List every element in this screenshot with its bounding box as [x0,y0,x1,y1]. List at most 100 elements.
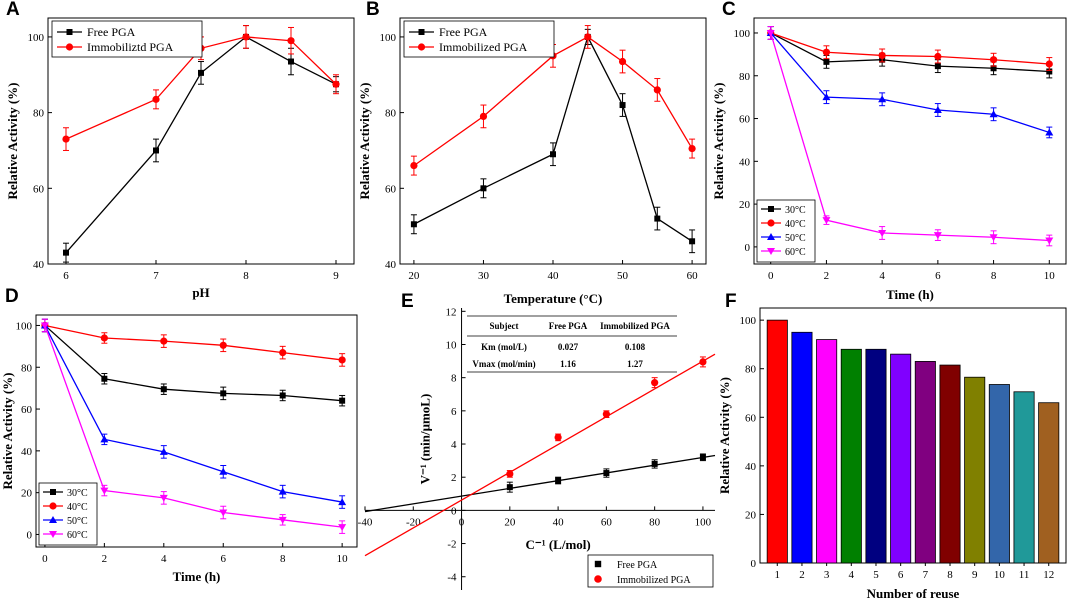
series-50-c [40,318,347,509]
data-point [338,356,346,364]
x-tick-label: 0 [768,270,774,282]
x-tick-label: 4 [161,553,167,565]
bar [988,384,1010,564]
legend-marker [767,233,775,240]
x-tick-label: 12 [1043,569,1054,581]
data-point [160,337,168,345]
data-point [989,234,998,242]
data-point [288,58,294,65]
legend-marker [65,43,74,51]
y-tick-label: 0 [751,558,757,570]
legend-marker [594,560,602,568]
legend-marker [50,489,56,495]
y-tick-label: 80 [739,71,751,83]
data-point [410,162,418,170]
x-tick-label: 6 [935,270,941,282]
data-point [287,37,295,45]
y-tick-label: 10 [446,339,458,351]
x-tick-label: 80 [649,516,661,528]
legend-marker [768,206,774,212]
data-point [480,185,487,192]
data-point [1046,68,1053,75]
y-tick-label: 40 [739,156,751,168]
data-point [278,516,287,524]
bar [766,319,788,564]
data-point [63,249,69,256]
y-tick-label: 20 [21,488,33,500]
legend: 30°C 40°C 50°C 60°C [38,482,98,546]
data-point [62,135,70,143]
y-axis-label: Relative Activity (%) [711,83,726,200]
legend-box [587,554,714,588]
data-point [159,447,168,455]
plot-frame [753,17,1067,265]
x-axis-label: Time (h) [886,287,934,302]
y-tick-label: 40 [33,259,45,271]
x-tick-label: 2 [824,270,830,282]
data-point [934,63,941,70]
plot-frame [35,314,358,548]
data-point [822,217,831,225]
x-tick-label: 30 [478,270,490,282]
data-point [101,375,108,382]
y-tick-label: 60 [33,183,45,195]
legend-label: 50°C [785,233,806,244]
legend-label: 30°C [67,488,88,499]
series-40-c [41,318,346,367]
y-tick-label: 0 [451,505,457,517]
series-50-c [766,26,1054,139]
y-tick-label: -4 [447,572,457,584]
table-cell: 1.27 [627,359,643,369]
legend-marker [49,502,57,510]
y-tick-label: 60 [745,412,757,424]
table-cell: 0.108 [625,342,646,352]
x-tick-label: 20 [504,516,516,528]
x-tick-label: 9 [333,270,339,282]
y-tick-label: 60 [385,183,397,195]
x-tick-label: 6 [63,270,69,282]
y-tick-label: 12 [446,306,457,318]
bar [939,364,961,564]
data-point [153,147,159,154]
legend-marker [594,575,602,583]
x-tick-label: -20 [406,516,421,528]
legend-label: Immobiliztd PGA [87,40,174,54]
table-header: Free PGA [549,321,588,331]
bar [1013,391,1035,564]
legend-marker [66,29,73,35]
x-tick-label: 1 [775,569,781,581]
data-point [1045,60,1053,68]
data-point [822,93,831,101]
legend: 30°C 40°C 50°C 60°C [756,199,816,263]
bar [1038,402,1060,564]
x-tick-label: 100 [695,516,712,528]
y-axis-label: Relative Activity (%) [0,373,15,490]
y-tick-label: 60 [739,114,751,126]
panel-letter-b: B [366,0,380,20]
legend-box [51,20,203,58]
legend-box [403,20,555,58]
x-tick-label: 4 [879,270,885,282]
data-point [332,80,340,88]
data-point [933,232,942,240]
y-tick-label: 4 [451,439,457,451]
series-free-pga [364,453,716,513]
x-axis-label: Number of reuse [867,586,960,601]
data-point [651,460,658,467]
series-line [770,32,1050,65]
y-tick-label: 60 [21,404,33,416]
data-point [990,65,997,72]
data-point [219,467,228,475]
y-tick-label: 20 [745,509,757,521]
data-point [1045,128,1054,136]
x-tick-label: 40 [548,270,560,282]
data-point [506,470,514,478]
panel-letter-d: D [5,286,19,307]
series-free-pga [63,25,339,263]
legend-label: 60°C [67,530,88,541]
y-tick-label: 100 [16,320,33,332]
